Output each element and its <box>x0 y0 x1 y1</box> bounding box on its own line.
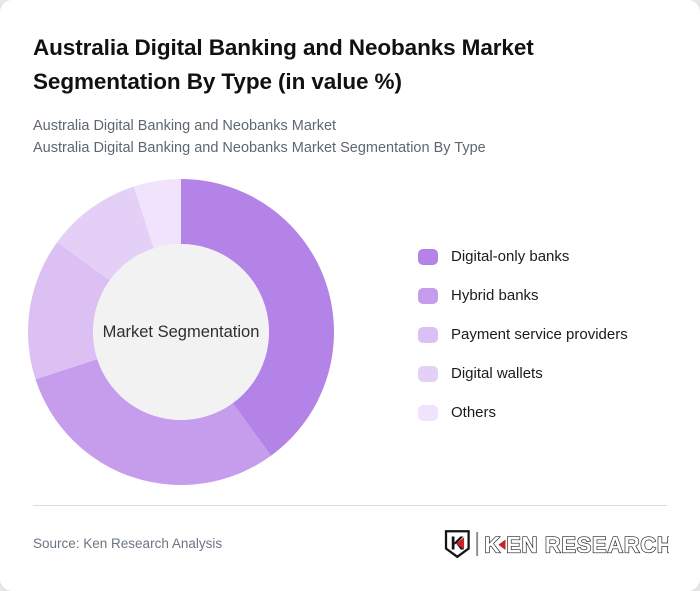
legend-label: Payment service providers <box>451 326 628 343</box>
legend-swatch <box>418 365 438 382</box>
donut-segment-payment-service-providers[interactable] <box>28 242 110 380</box>
logo-brand-triangle-icon <box>498 539 506 551</box>
legend-item-others[interactable]: Others <box>418 404 628 421</box>
logo-brand-k: K <box>484 532 501 557</box>
donut-segment-hybrid-banks[interactable] <box>35 359 271 485</box>
subtitle-line-1: Australia Digital Banking and Neobanks M… <box>33 118 337 134</box>
ken-research-logo: K K EN RESEARCH <box>444 530 669 559</box>
legend-item-payment-service-providers[interactable]: Payment service providers <box>418 326 628 343</box>
subtitle-line-2: Australia Digital Banking and Neobanks M… <box>33 140 486 156</box>
legend-label: Digital-only banks <box>451 248 570 265</box>
legend: Digital-only banks Hybrid banks Payment se… <box>418 248 628 421</box>
legend-swatch <box>418 248 438 265</box>
logo-shield-icon: K <box>444 530 470 559</box>
logo-mark-triangle-icon <box>455 537 465 550</box>
legend-item-digital-wallets[interactable]: Digital wallets <box>418 365 628 382</box>
logo-separator <box>476 531 479 557</box>
footer-divider <box>33 505 667 506</box>
subtitle-block: Australia Digital Banking and Neobanks M… <box>33 115 653 159</box>
legend-swatch <box>418 287 438 304</box>
donut-segment-others[interactable] <box>133 179 181 249</box>
legend-swatch <box>418 404 438 421</box>
source-note: Source: Ken Research Analysis <box>33 536 223 551</box>
donut-chart: Market Segmentation <box>27 178 335 486</box>
donut-svg <box>28 179 334 485</box>
page-title: Australia Digital Banking and Neobanks M… <box>33 35 534 94</box>
donut-hole <box>93 244 269 420</box>
legend-swatch <box>418 326 438 343</box>
legend-label: Hybrid banks <box>451 287 539 304</box>
legend-label: Others <box>451 404 497 421</box>
legend-item-digital-only-banks[interactable]: Digital-only banks <box>418 248 628 265</box>
legend-item-hybrid-banks[interactable]: Hybrid banks <box>418 287 628 304</box>
donut-segment-digital-wallets[interactable] <box>57 186 154 281</box>
legend-label: Digital wallets <box>451 365 543 382</box>
logo-brand-rest: EN RESEARCH <box>506 532 669 557</box>
donut-segment-digital-only-banks[interactable] <box>181 179 334 456</box>
